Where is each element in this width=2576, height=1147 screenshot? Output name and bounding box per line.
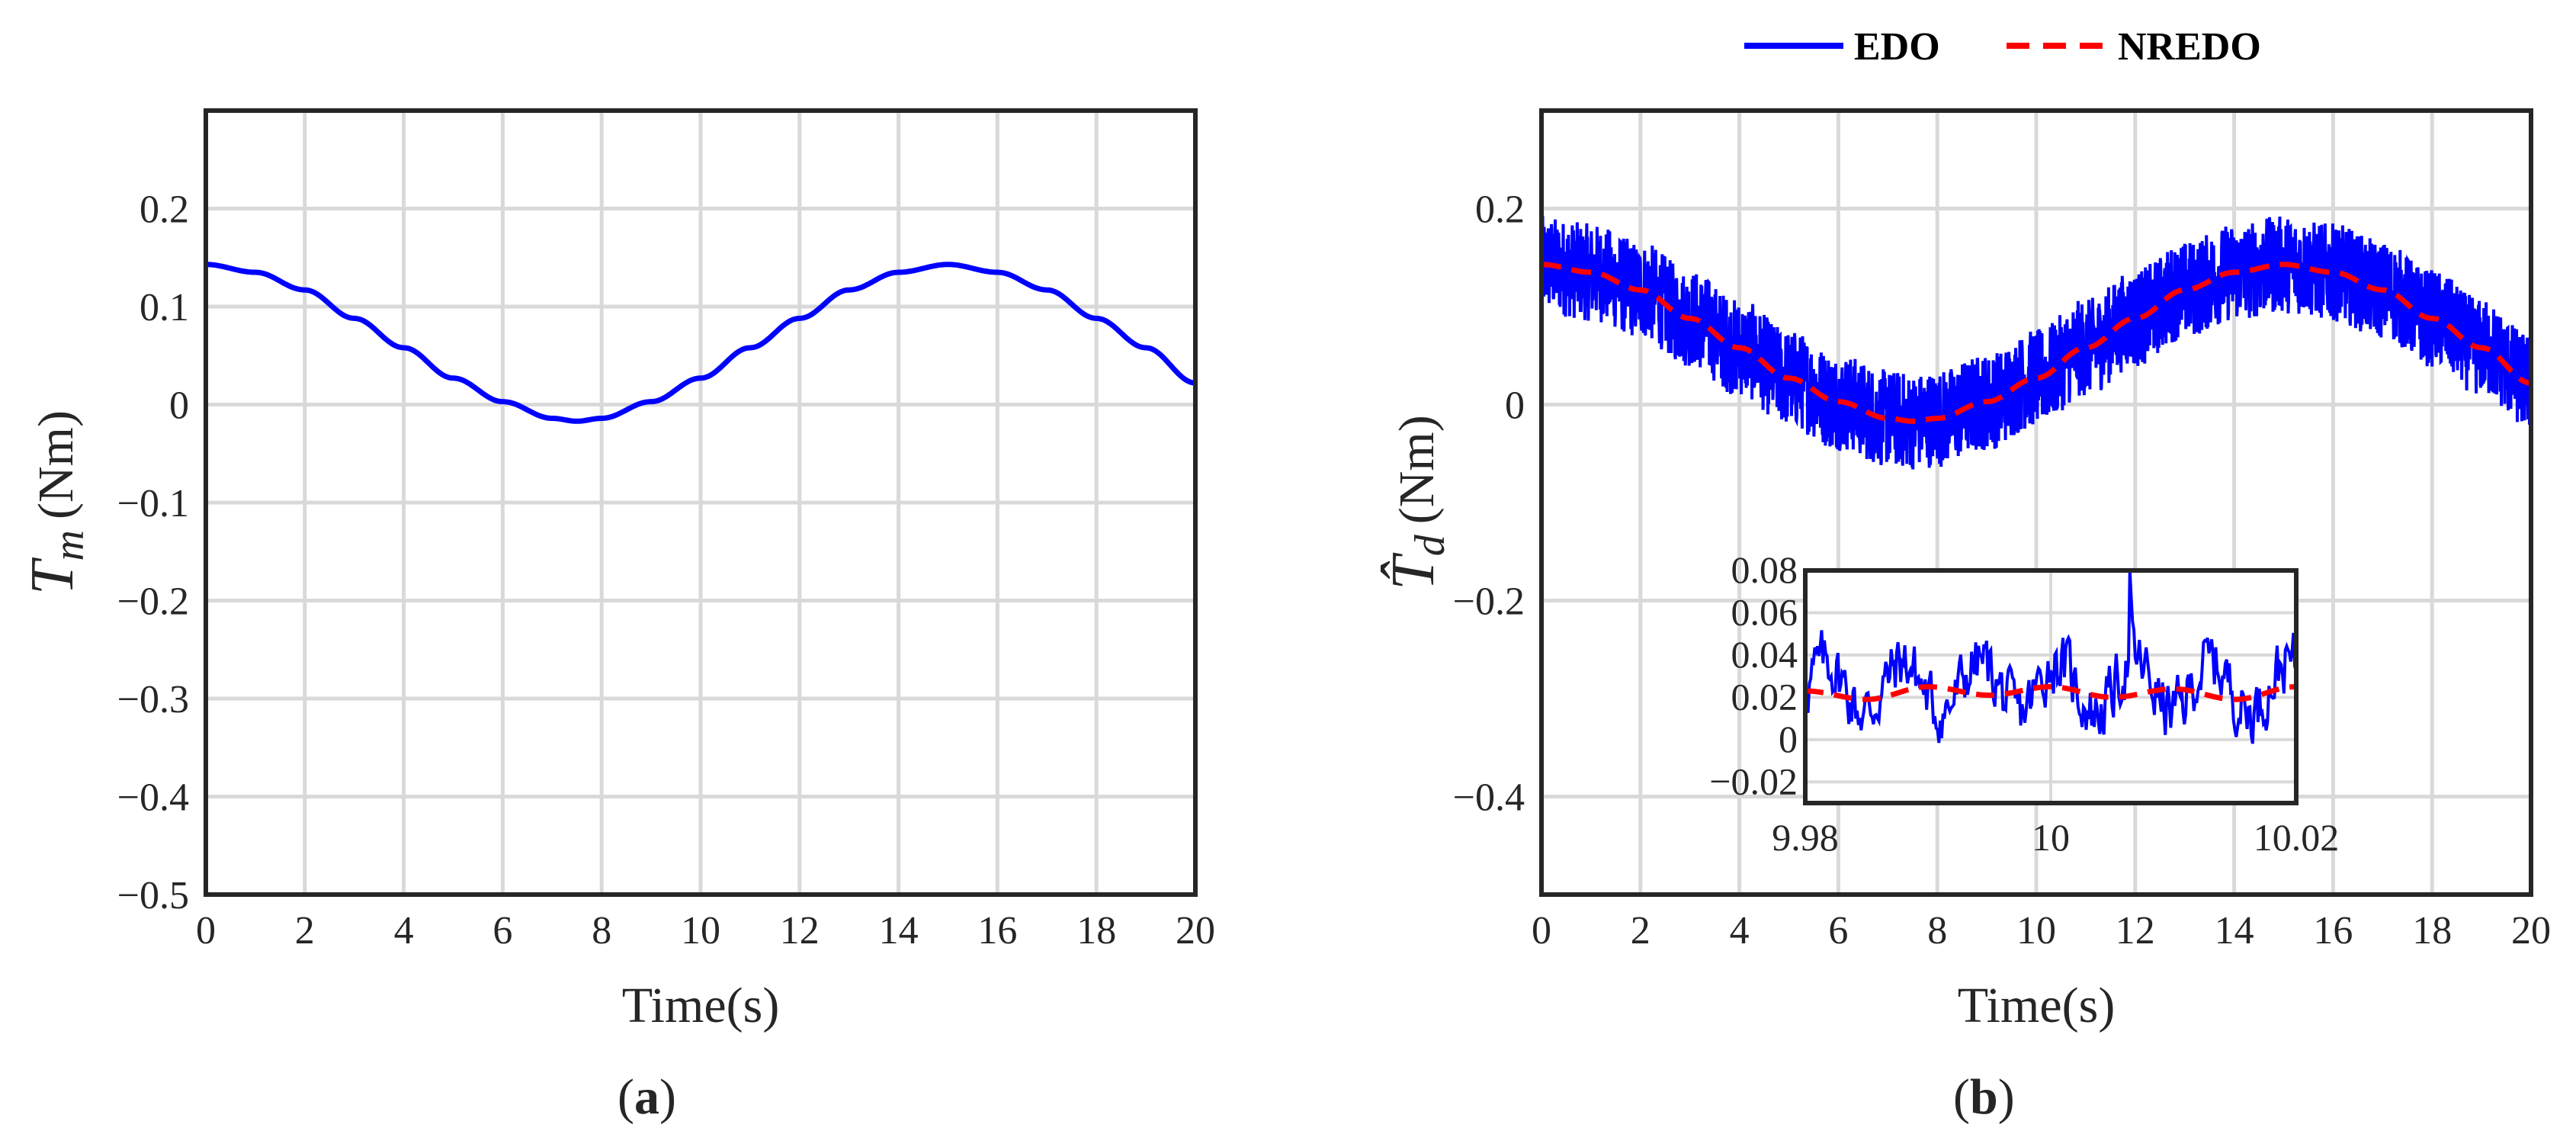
x-tick-label: 12 [780,909,820,953]
x-tick-label: 0 [1532,909,1551,953]
y-tick-labels: −0.5 −0.4 −0.3 −0.2 −0.1 0 0.1 0.2 [117,188,189,918]
plot-frame [1539,108,2533,897]
inset-frame [1803,568,2299,805]
x-tick-label: 8 [1927,909,1947,953]
inset-x-tick-labels: 9.98 10 10.02 [1772,816,2339,859]
x-tick-label: 20 [1176,909,1215,953]
grid [204,111,1198,897]
y-tick-label: 0 [169,384,189,428]
x-tick-label: 14 [879,909,919,953]
x-tick-label: 18 [2412,909,2452,953]
inset-y-tick-label: −0.02 [1709,760,1798,802]
panel-label-a: (a) [618,1069,676,1125]
inset-series-line-edo [1804,570,2298,744]
x-tick-labels: 0 2 4 6 8 10 12 14 16 18 20 [1532,909,2551,953]
x-tick-label: 4 [394,909,414,953]
legend: EDO NREDO [1744,25,2261,69]
chart-panel-b: 0 2 4 6 8 10 12 14 16 18 20 −0.4 −0.2 0 0.2 Time(s) T… [1380,108,2551,1125]
inset-x-tick-label: 10.02 [2254,816,2340,859]
x-tick-label: 6 [492,909,512,953]
y-tick-label: 0.1 [140,286,189,329]
inset-y-tick-label: 0.02 [1731,675,1798,718]
panel-label-b: (b) [1953,1069,2015,1125]
chart-panel-a: 0 2 4 6 8 10 12 14 16 18 20 −0.5−0.4−0.3−0.2−0.100… [19,108,1215,1125]
legend-nredo-label: NREDO [2118,25,2261,69]
y-tick-label: −0.4 [117,776,189,820]
x-tick-label: 8 [592,909,611,953]
y-tick-label: −0.3 [117,678,189,721]
inset-x-tick-label: 9.98 [1772,816,1839,859]
y-axis-label: Tm(Nm) [19,410,93,595]
inset-y-tick-label: 0.08 [1731,548,1798,591]
x-tick-label: 16 [2313,909,2353,953]
series-line-tm [205,262,1196,424]
y-tick-label: −0.2 [117,580,189,624]
x-tick-label: 18 [1076,909,1116,953]
x-tick-labels: 0 2 4 6 8 10 12 14 16 18 20 [196,909,1215,953]
series-layer [205,262,1196,424]
x-axis-label: Time(s) [622,978,780,1033]
x-tick-label: 20 [2511,909,2551,953]
legend-edo-label: EDO [1854,25,1940,69]
y-tick-label: −0.5 [117,874,189,917]
x-tick-label: 6 [1828,909,1848,953]
y-tick-labels: −0.4 −0.2 0 0.2 [1453,188,1525,820]
inset-y-tick-label: 0 [1779,718,1798,760]
y-tick-label: 0 [1505,384,1525,428]
y-axis-label: T̂d(Nm) [1380,415,1454,590]
x-tick-label: 0 [196,909,216,953]
x-tick-label: 14 [2215,909,2254,953]
x-tick-label: 4 [1730,909,1750,953]
x-axis-label: Time(s) [1958,978,2116,1033]
x-tick-label: 10 [681,909,720,953]
y-tick-label: −0.1 [117,482,189,525]
inset-series-line-nredo [1804,684,2297,702]
y-tick-label: 0.2 [140,188,189,232]
inset-x-tick-label: 10 [2032,816,2070,859]
inset-y-tick-label: 0.06 [1731,590,1798,633]
x-tick-label: 2 [1631,909,1651,953]
inset-series-layer [1804,570,2298,744]
x-tick-label: 10 [2016,909,2056,953]
x-tick-label: 12 [2116,909,2155,953]
series-line-edo [1540,215,2533,470]
y-tick-label: 0.2 [1475,188,1525,232]
plot-frame [204,108,1198,897]
y-tick-label: −0.4 [1453,776,1525,820]
inset-y-tick-label: 0.04 [1731,633,1798,676]
x-tick-label: 16 [977,909,1017,953]
x-tick-label: 2 [295,909,315,953]
series-layer [1540,215,2533,470]
y-tick-label: −0.2 [1453,580,1525,624]
